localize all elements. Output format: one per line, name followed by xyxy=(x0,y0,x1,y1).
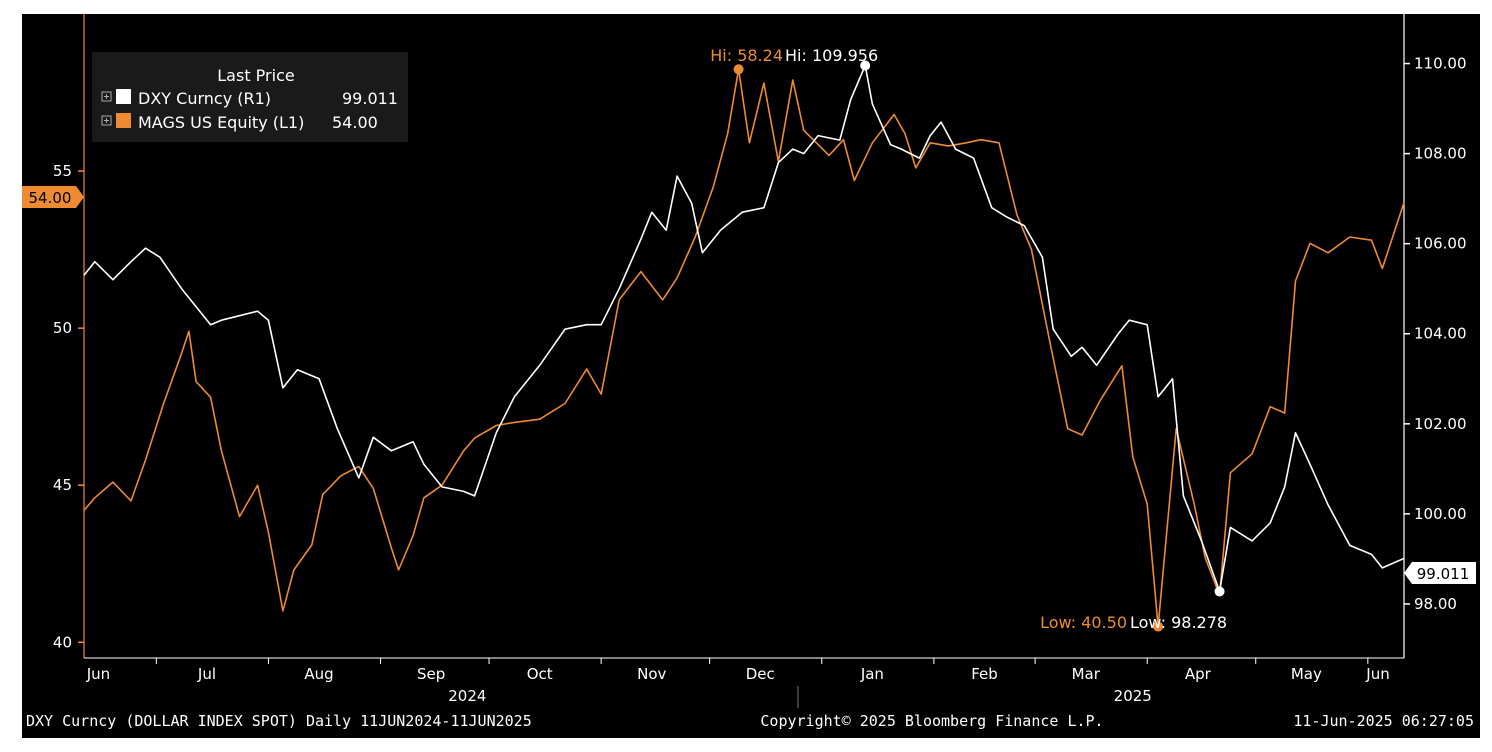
marker-dxy-low xyxy=(1214,586,1225,597)
legend-toggle-icon[interactable] xyxy=(101,115,112,126)
x-tick-label: Mar xyxy=(1072,665,1101,683)
right-tick-label: 102.00 xyxy=(1414,415,1467,433)
legend-swatch-mags xyxy=(116,113,131,128)
legend-title: Last Price xyxy=(217,66,294,85)
legend-value-dxy: 99.011 xyxy=(342,89,398,108)
marker-dxy-hi xyxy=(860,60,871,71)
x-axis-ticks: Jun Jul Aug Sep Oct Nov Dec Jan Feb Mar Apr May Jun 2… xyxy=(86,658,1390,705)
right-last-value-tag: 99.011 xyxy=(1404,562,1476,584)
right-tick-label: 110.00 xyxy=(1414,55,1467,73)
footer-left: DXY Curncy (DOLLAR INDEX SPOT) Daily 11J… xyxy=(26,712,532,730)
legend-name-dxy: DXY Curncy (R1) xyxy=(138,89,271,108)
legend-background xyxy=(92,52,408,142)
x-tick-label: Dec xyxy=(746,665,775,683)
x-tick-label: Oct xyxy=(527,665,553,683)
right-last-value-label: 99.011 xyxy=(1417,565,1470,583)
left-tick-label: 40 xyxy=(53,633,72,651)
right-tick-label: 100.00 xyxy=(1414,505,1467,523)
x-tick-label: Feb xyxy=(971,665,998,683)
annotation-mags-hi: Hi: 58.24 xyxy=(710,46,783,65)
right-axis-ticks: 98.00 100.00 102.00 104.00 106.00 108.00 110.0… xyxy=(1404,55,1467,613)
marker-mags-hi xyxy=(733,64,744,75)
legend-entry-mags[interactable]: MAGS US Equity (L1) 54.00 xyxy=(101,113,378,132)
x-tick-label: May xyxy=(1291,665,1322,683)
legend-toggle-icon[interactable] xyxy=(101,91,112,102)
x-tick-label: Jul xyxy=(197,665,216,683)
x-tick-label: Jun xyxy=(86,665,110,683)
legend-entry-dxy[interactable]: DXY Curncy (R1) 99.011 xyxy=(101,89,398,108)
left-tick-label: 50 xyxy=(53,319,72,337)
x-tick-label: Aug xyxy=(304,665,333,683)
annotation-mags-low: Low: 40.50 xyxy=(1040,613,1127,632)
x-tick-label: Nov xyxy=(637,665,666,683)
left-tick-label: 45 xyxy=(53,476,72,494)
legend-swatch-dxy xyxy=(116,89,131,104)
annotation-dxy-hi: Hi: 109.956 xyxy=(785,46,878,65)
x-year-label: 2024 xyxy=(448,687,486,705)
legend-name-mags: MAGS US Equity (L1) xyxy=(138,113,304,132)
left-last-value-tag: 54.00 xyxy=(22,186,84,208)
x-tick-label: Sep xyxy=(417,665,445,683)
right-tick-label: 98.00 xyxy=(1414,595,1457,613)
annotation-dxy-low: Low: 98.278 xyxy=(1130,613,1227,632)
x-tick-label: Jun xyxy=(1365,665,1389,683)
footer-center: Copyright© 2025 Bloomberg Finance L.P. xyxy=(760,712,1103,730)
left-axis-ticks: 40 45 50 55 xyxy=(53,162,84,651)
series-line-dxy xyxy=(83,64,1405,593)
footer-right: 11-Jun-2025 06:27:05 xyxy=(1293,712,1474,730)
right-tick-label: 106.00 xyxy=(1414,235,1467,253)
left-last-value-label: 54.00 xyxy=(29,189,72,207)
left-tick-label: 55 xyxy=(53,162,72,180)
marker-mags-low xyxy=(1153,621,1164,632)
series-line-mags xyxy=(83,68,1405,628)
x-tick-label: Apr xyxy=(1185,665,1212,683)
x-year-label: 2025 xyxy=(1114,687,1152,705)
x-tick-label: Jan xyxy=(860,665,884,683)
legend-value-mags: 54.00 xyxy=(332,113,378,132)
legend: Last Price DXY Curncy (R1) 99.011 MAGS U… xyxy=(92,52,408,142)
right-tick-label: 108.00 xyxy=(1414,145,1467,163)
right-tick-label: 104.00 xyxy=(1414,325,1467,343)
